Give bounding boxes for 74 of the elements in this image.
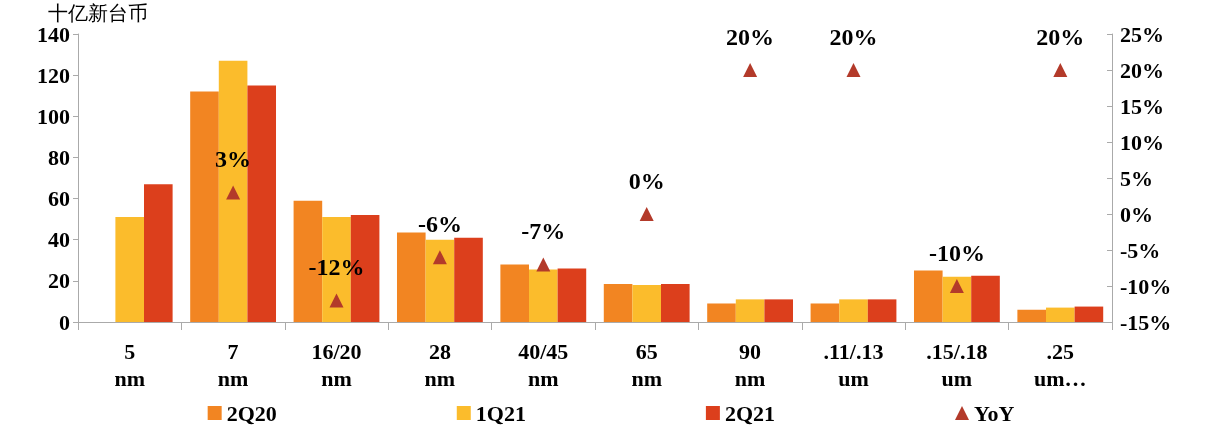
bar	[632, 284, 661, 322]
y2-tick-label: 10%	[1120, 129, 1164, 155]
y-tick-label: 80	[48, 144, 70, 170]
bar	[529, 269, 558, 322]
legend-label: 2Q21	[724, 400, 776, 426]
bar	[1046, 307, 1075, 322]
bar	[764, 299, 794, 322]
bar	[1017, 309, 1046, 322]
bar	[707, 303, 736, 322]
bar	[913, 270, 943, 322]
data-label: 20%	[829, 24, 878, 50]
y-axis-title: 十亿新台币	[48, 1, 148, 26]
y-tick-label: 40	[48, 227, 70, 253]
y2-tick-label: -10%	[1120, 273, 1172, 299]
y2-tick-label: 0%	[1120, 201, 1153, 227]
data-label: -6%	[417, 211, 462, 238]
x-tick-label: 16/20 nm	[311, 339, 362, 391]
bar	[661, 283, 690, 322]
bar	[735, 299, 765, 322]
bar	[557, 268, 587, 322]
x-tick-label: 65 nm	[631, 339, 662, 391]
data-label: -7%	[521, 218, 566, 245]
point	[432, 250, 447, 265]
bar	[942, 276, 972, 322]
y-tick-label: 0	[59, 309, 70, 335]
x-tick-label: 40/45 nm	[518, 339, 569, 391]
bar	[603, 283, 633, 322]
point	[329, 293, 344, 308]
legend-label: 2Q20	[226, 400, 277, 426]
y2-tick-label: -5%	[1120, 237, 1161, 263]
bar	[867, 299, 897, 322]
data-label: 20%	[1036, 24, 1085, 50]
point	[639, 207, 654, 221]
bar	[396, 232, 426, 322]
legend-label: YoY	[974, 400, 1015, 426]
bar	[810, 303, 840, 322]
x-tick-label: 7 nm	[217, 339, 249, 391]
point	[1053, 63, 1068, 77]
bar	[144, 184, 173, 322]
data-label: 3%	[215, 146, 252, 173]
y-tick-label: 100	[37, 103, 70, 129]
data-label: -10%	[928, 240, 985, 266]
bar	[218, 60, 248, 322]
point	[536, 257, 551, 272]
data-label: 20%	[726, 24, 775, 50]
x-tick-label: 90 nm	[734, 339, 766, 391]
bar	[454, 237, 483, 322]
y2-tick-label: 25%	[1120, 21, 1164, 47]
legend-label: 1Q21	[475, 400, 526, 426]
point	[743, 63, 758, 77]
bar	[839, 299, 868, 322]
y2-tick-label: 5%	[1120, 165, 1153, 191]
y-tick-label: 60	[48, 186, 70, 212]
point	[226, 185, 241, 200]
bar	[247, 85, 277, 322]
x-tick-label: .15/.18 um	[926, 339, 988, 391]
x-tick-label: 5 nm	[114, 339, 145, 391]
bar	[500, 264, 529, 322]
y-tick-label: 20	[48, 268, 70, 294]
bar	[1074, 306, 1104, 322]
x-tick-label: .25 um…	[1034, 339, 1087, 391]
point	[949, 279, 964, 293]
data-label: -12%	[308, 254, 365, 281]
x-tick-label: 28 nm	[424, 339, 456, 391]
bar	[115, 217, 144, 322]
y-tick-label: 120	[37, 62, 70, 88]
bar	[971, 275, 1000, 322]
data-label: 0%	[628, 168, 665, 194]
y2-tick-label: 20%	[1120, 57, 1164, 83]
y2-tick-label: -15%	[1120, 309, 1172, 335]
bar	[425, 239, 455, 322]
x-tick-label: .11/.13 um	[823, 339, 884, 391]
y2-tick-label: 15%	[1120, 93, 1164, 119]
point	[846, 63, 861, 77]
